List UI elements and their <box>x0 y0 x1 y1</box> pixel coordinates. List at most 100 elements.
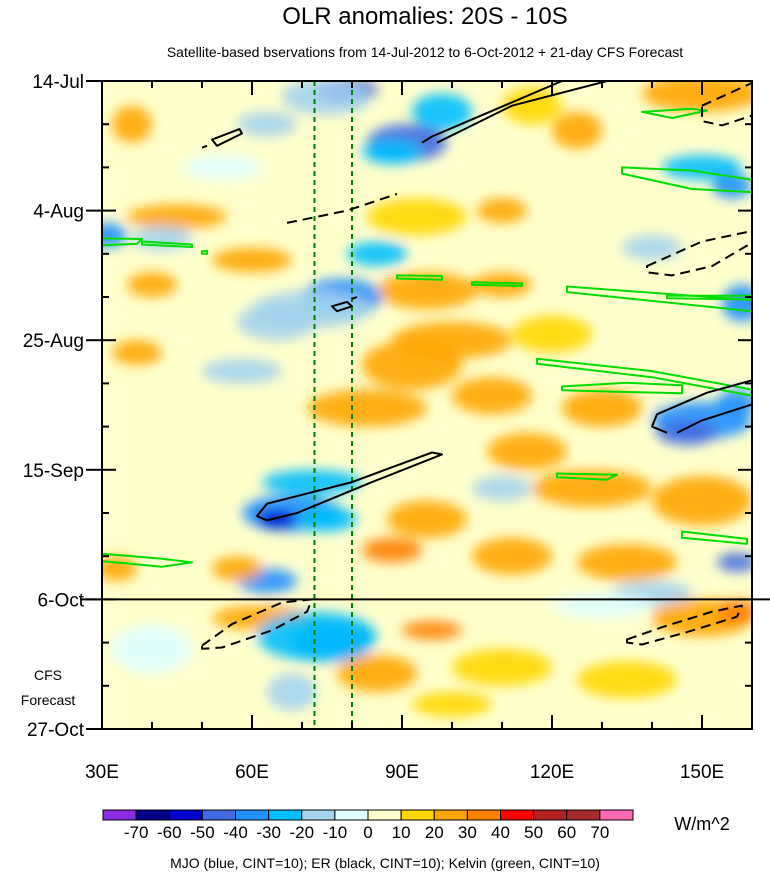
x-tick-label-3: 120E <box>530 762 574 783</box>
anomaly-blob-38 <box>487 432 567 470</box>
anomaly-blob-49 <box>472 537 552 575</box>
colorbar-swatch-5 <box>268 809 303 821</box>
anomaly-blob-64 <box>452 648 552 686</box>
y-tick-label-5: 27-Oct <box>27 720 85 741</box>
kelvin-contour-2 <box>102 237 143 247</box>
er-contour-6 <box>331 300 353 313</box>
colorbar-units: W/m^2 <box>674 814 729 834</box>
anomaly-blob-48 <box>362 537 422 563</box>
colorbar-swatch-11 <box>466 809 501 821</box>
colorbar-swatch-9 <box>400 809 435 821</box>
colorbar-swatch-6 <box>301 809 336 821</box>
colorbar-swatch-1 <box>135 809 170 821</box>
anomaly-blob-27 <box>127 272 177 297</box>
x-tick-label-4: 150E <box>680 762 724 783</box>
kelvin-contour-1 <box>621 166 752 194</box>
colorbar-label-11: 40 <box>491 823 510 842</box>
plot-frame <box>101 80 753 730</box>
colorbar-swatch-0 <box>102 809 137 821</box>
footer-note: MJO (blue, CINT=10); ER (black, CINT=10)… <box>170 855 600 871</box>
wave-contours <box>102 81 752 650</box>
anomaly-blob-14 <box>477 198 527 223</box>
er-contour-8 <box>651 379 752 434</box>
er-contour-3 <box>286 192 398 224</box>
anomaly-blob-68 <box>412 691 492 717</box>
er-contour-11 <box>201 598 313 650</box>
anomaly-blob-63 <box>337 654 417 692</box>
chart-subtitle: Satellite-based bservations from 14-Jul-… <box>167 44 683 60</box>
anomaly-blob-47 <box>472 475 532 501</box>
kelvin-contour-3 <box>141 240 193 248</box>
anomaly-blob-32 <box>562 389 642 427</box>
kelvin-contour-8 <box>666 294 752 301</box>
anomaly-blob-34 <box>657 420 717 446</box>
x-tick-label-0: 30E <box>85 762 119 783</box>
colorbar-label-9: 20 <box>425 823 444 842</box>
anomaly-blob-59 <box>402 621 462 640</box>
kelvin-contour-5 <box>396 274 443 281</box>
kelvin-contour-6 <box>471 281 523 287</box>
er-contour-7 <box>351 296 358 300</box>
colorbar-swatch-14 <box>566 809 601 821</box>
er-contour-5 <box>646 230 752 277</box>
forecast-label-line-2: Forecast <box>21 692 76 708</box>
er-contour-0 <box>421 81 608 144</box>
anomaly-blob-53 <box>212 556 262 581</box>
x-tick-label-2: 90E <box>385 762 419 783</box>
y-tick-label-1: 4-Aug <box>33 202 84 223</box>
colorbar-label-14: 70 <box>590 823 609 842</box>
er-contour-10 <box>256 451 443 522</box>
x-axis: 30E 60E 90E 120E 150E <box>85 81 753 783</box>
colorbar-swatch-10 <box>433 809 468 821</box>
kelvin-contour-12 <box>102 552 193 568</box>
anomaly-blob-51 <box>717 553 752 572</box>
y-axis: 14-Jul 4-Aug 25-Aug 15-Sep 6-Oct 27-Oct <box>23 72 752 741</box>
reference-lines <box>313 81 353 729</box>
colorbar-swatch-3 <box>201 809 236 821</box>
anomaly-blob-46 <box>387 500 467 538</box>
anomaly-blob-4 <box>362 139 422 165</box>
anomaly-blob-66 <box>552 593 652 618</box>
anomaly-blob-2 <box>412 93 472 131</box>
colorbar-label-13: 60 <box>557 823 576 842</box>
colorbar-label-5: -20 <box>289 823 314 842</box>
anomaly-blob-67 <box>112 624 192 674</box>
colorbar-swatch-7 <box>334 809 369 821</box>
anomaly-blob-10 <box>662 155 742 180</box>
er-contour-4 <box>701 81 752 127</box>
anomaly-blob-26 <box>622 235 682 260</box>
plot-area <box>102 81 752 729</box>
colorbar-label-0: -70 <box>124 823 149 842</box>
anomaly-blob-15 <box>127 204 227 230</box>
anomaly-blob-50 <box>577 543 677 581</box>
anomaly-blob-5 <box>237 111 297 137</box>
anomaly-blob-58 <box>257 611 377 662</box>
anomaly-blob-44 <box>532 469 652 507</box>
anomaly-blob-36 <box>452 377 532 415</box>
anomaly-blob-18 <box>347 241 407 267</box>
anomaly-blob-61 <box>717 599 752 625</box>
colorbar-label-8: 10 <box>392 823 411 842</box>
colorbar-label-1: -60 <box>157 823 182 842</box>
anomaly-blob-13 <box>367 198 467 236</box>
anomaly-blob-45 <box>652 475 752 526</box>
colorbar-label-2: -50 <box>190 823 215 842</box>
anomaly-blob-1 <box>282 81 372 115</box>
y-tick-label-4: 6-Oct <box>38 590 85 611</box>
y-tick-label-2: 25-Aug <box>23 331 84 352</box>
anomaly-blob-43 <box>297 506 357 532</box>
anomaly-blob-16 <box>102 222 127 248</box>
er-contour-9 <box>676 403 752 434</box>
forecast-label-line-1: CFS <box>34 667 62 683</box>
colorbar-label-10: 30 <box>458 823 477 842</box>
er-contour-2 <box>201 144 208 149</box>
anomaly-blob-23 <box>237 303 317 341</box>
colorbar-label-12: 50 <box>524 823 543 842</box>
anomaly-blob-39 <box>202 358 282 384</box>
anomaly-blob-9 <box>552 111 602 149</box>
y-tick-label-0: 14-Jul <box>32 72 84 93</box>
anomaly-blob-30 <box>362 340 462 390</box>
kelvin-contour-10 <box>561 381 683 395</box>
anomaly-blob-12 <box>182 155 262 180</box>
